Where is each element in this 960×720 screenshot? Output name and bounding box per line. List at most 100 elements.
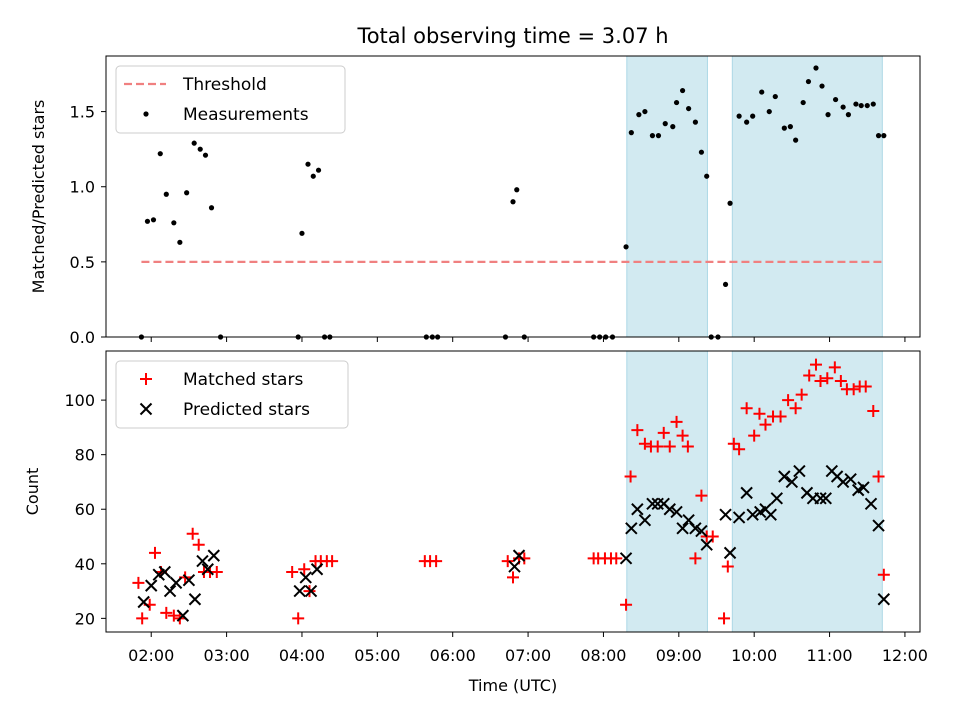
- shaded-interval: [731, 55, 883, 338]
- matched-star-point: [759, 418, 772, 431]
- matched-star-point: [638, 437, 651, 450]
- measurement-point: [679, 87, 686, 94]
- shaded-interval: [626, 55, 708, 338]
- top-axes-frame: [105, 55, 921, 338]
- x-tick-label: 12:00: [882, 646, 928, 665]
- matched-star-point: [803, 369, 816, 382]
- figure-title: Total observing time = 3.07 h: [356, 24, 668, 48]
- predicted-star-point: [293, 584, 306, 598]
- matched-star-point: [721, 560, 734, 573]
- measurement-point: [727, 200, 733, 206]
- predicted-star-point: [145, 579, 158, 592]
- measurement-point: [208, 205, 215, 211]
- predicted-star-point: [169, 576, 183, 590]
- predicted-star-point: [719, 508, 732, 521]
- top-shaded-intervals: [626, 55, 883, 338]
- predicted-star-point: [310, 563, 324, 576]
- predicted-star-point: [770, 492, 784, 505]
- predicted-star-point: [732, 511, 746, 524]
- predicted-star-point: [740, 486, 753, 500]
- predicted-star-point: [631, 503, 644, 516]
- predicted-star-point: [814, 492, 827, 505]
- legend-predicted-swatch: [139, 402, 153, 416]
- predicted-star-point: [207, 549, 220, 562]
- measurement-point: [623, 244, 629, 250]
- matched-star-point: [727, 437, 740, 450]
- predicted-star-point: [158, 565, 171, 579]
- measurement-point: [191, 140, 197, 146]
- measurement-point: [692, 119, 698, 125]
- predicted-star-point: [836, 475, 850, 489]
- matched-star-point: [867, 405, 880, 418]
- bottom-plot-data: [132, 358, 891, 625]
- matched-star-point: [872, 470, 885, 483]
- measurement-point: [315, 167, 322, 173]
- matched-star-point: [631, 424, 644, 437]
- matched-star-point: [670, 415, 683, 428]
- measurement-point: [670, 124, 676, 130]
- matched-star-point: [847, 383, 860, 396]
- predicted-star-point: [676, 522, 689, 535]
- matched-star-point: [748, 429, 761, 442]
- measurement-point: [870, 101, 876, 107]
- measurement-point: [875, 133, 882, 139]
- matched-star-point: [624, 470, 637, 483]
- measurement-point: [636, 112, 642, 118]
- legend-label: Measurements: [183, 105, 309, 125]
- measurement-point: [736, 113, 742, 119]
- y-tick-label: 0.5: [70, 253, 95, 272]
- matched-star-point: [859, 380, 872, 393]
- measurement-point: [305, 161, 311, 167]
- predicted-star-point: [137, 595, 150, 609]
- bottom-legend: Matched stars Predicted stars: [115, 360, 349, 429]
- bottom-shaded-intervals: [626, 350, 883, 633]
- matched-star-point: [681, 440, 694, 453]
- shaded-interval: [626, 350, 708, 633]
- y-tick-label: 60: [75, 500, 95, 519]
- predicted-star-point: [619, 552, 633, 565]
- measurement-point: [150, 217, 157, 223]
- top-axes-ticks: 0.0 0.5 1.0 1.5: [70, 103, 906, 347]
- y-tick-label: 80: [75, 446, 95, 465]
- x-axis-label: Time (UTC): [468, 676, 557, 695]
- legend-label: Predicted stars: [183, 400, 310, 420]
- predicted-star-point: [793, 464, 806, 478]
- predicted-star-point: [700, 538, 713, 551]
- x-tick-label: 06:00: [430, 646, 476, 665]
- measurement-point: [800, 99, 806, 106]
- x-tick-label: 04:00: [279, 646, 325, 665]
- measurement-point: [772, 93, 778, 100]
- measurement-point: [744, 119, 750, 125]
- predicted-star-point: [625, 522, 638, 535]
- matched-star-point: [620, 598, 633, 611]
- legend-matched-swatch: [140, 373, 152, 385]
- measurement-point: [514, 187, 520, 193]
- measurement-point: [819, 83, 825, 89]
- measurement-point: [510, 199, 516, 205]
- measurement-point: [825, 112, 831, 118]
- x-tick-label: 05:00: [354, 646, 400, 665]
- top-legend: Threshold Measurements: [115, 65, 346, 134]
- matched-star-point: [706, 530, 719, 543]
- top-plot-data: [138, 65, 887, 340]
- matched-star-point: [148, 546, 161, 559]
- predicted-star-point: [723, 546, 737, 560]
- predicted-star-point: [176, 609, 190, 622]
- measurement-point: [722, 281, 729, 288]
- y-tick-label: 0.0: [70, 328, 95, 347]
- matched-star-point: [689, 552, 702, 565]
- measurement-point: [197, 146, 203, 152]
- predicted-star-point: [689, 522, 702, 535]
- predicted-star-point: [819, 492, 832, 505]
- predicted-star-point: [638, 513, 652, 527]
- measurement-point: [853, 101, 859, 107]
- measurement-point: [766, 108, 772, 115]
- measurement-point: [157, 151, 163, 157]
- y-tick-label: 40: [75, 555, 95, 574]
- matched-star-point: [828, 361, 841, 374]
- measurement-point: [628, 130, 634, 136]
- predicted-star-point: [196, 554, 209, 568]
- measurement-point: [642, 108, 648, 115]
- matched-star-point: [733, 443, 746, 456]
